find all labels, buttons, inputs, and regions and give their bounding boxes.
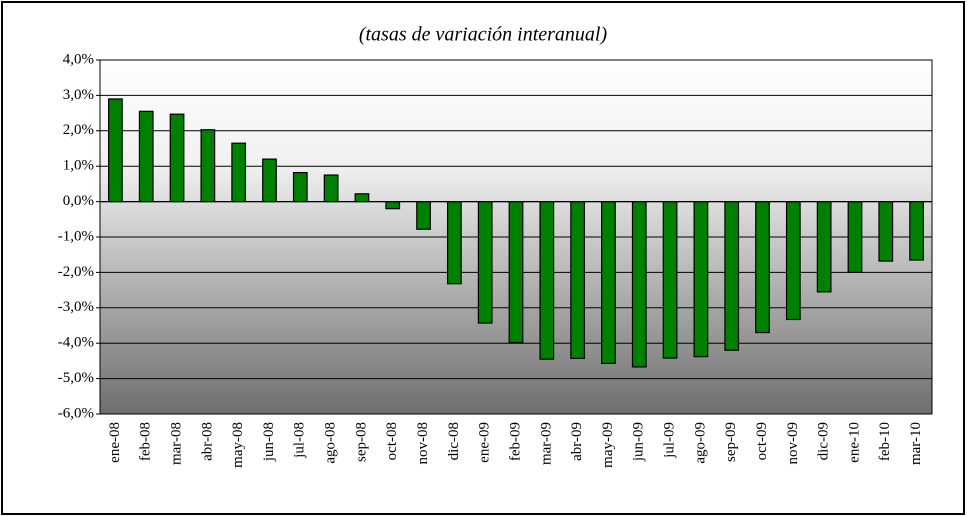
x-tick-label: sep-08 xyxy=(353,422,369,462)
bar xyxy=(354,193,370,203)
bar xyxy=(785,201,801,321)
x-tick-label: dic-08 xyxy=(446,422,462,460)
y-tick-label: -4,0% xyxy=(58,335,94,351)
y-tick-label: 3,0% xyxy=(63,87,94,103)
x-tick-label: nov-09 xyxy=(785,422,801,465)
x-tick-label: feb-08 xyxy=(138,422,154,461)
x-tick-label: may-08 xyxy=(230,422,246,468)
chart-title: (tasas de variación interanual) xyxy=(359,24,608,46)
x-tick-label: mar-09 xyxy=(538,422,554,465)
bar xyxy=(323,174,339,203)
x-tick-label: ago-08 xyxy=(323,422,339,464)
x-tick-label: oct-08 xyxy=(384,422,400,460)
bar xyxy=(878,201,894,262)
x-tick-label: sep-09 xyxy=(723,422,739,462)
x-tick-label: feb-10 xyxy=(877,422,893,461)
x-tick-label: jul-09 xyxy=(662,422,678,459)
x-tick-label: may-09 xyxy=(600,422,616,468)
x-tick-label: nov-08 xyxy=(415,422,431,465)
bar xyxy=(909,201,924,261)
y-tick-label: -3,0% xyxy=(58,299,94,315)
bar xyxy=(508,201,524,344)
bar xyxy=(477,201,493,324)
bar xyxy=(446,201,462,285)
x-tick-label: ago-09 xyxy=(692,422,708,464)
x-tick-label: ene-10 xyxy=(846,422,862,463)
bar xyxy=(231,142,247,203)
x-tick-label: mar-08 xyxy=(168,422,184,465)
bar xyxy=(662,201,678,359)
x-tick-label: oct-09 xyxy=(754,422,770,460)
x-tick-label: abr-09 xyxy=(569,422,585,461)
bar xyxy=(570,201,586,360)
y-tick-label: -5,0% xyxy=(58,370,94,386)
y-tick-label: 0,0% xyxy=(63,193,94,209)
y-tick-label: 2,0% xyxy=(63,122,94,138)
x-tick-label: dic-09 xyxy=(816,422,832,460)
x-tick-label: abr-08 xyxy=(199,422,215,461)
bar xyxy=(200,129,216,203)
x-tick-label: mar-10 xyxy=(908,422,924,465)
bar xyxy=(539,201,555,360)
bar xyxy=(631,201,647,368)
bar xyxy=(847,201,863,274)
bar xyxy=(816,201,832,293)
x-tick-label: jul-08 xyxy=(292,422,308,459)
bar xyxy=(138,110,154,203)
bar xyxy=(262,158,277,203)
y-tick-label: -1,0% xyxy=(58,228,94,244)
bar xyxy=(416,201,431,230)
x-tick-label: ene-08 xyxy=(107,422,123,463)
x-tick-label: feb-09 xyxy=(507,422,523,461)
y-tick-label: -2,0% xyxy=(58,264,94,280)
bar xyxy=(108,98,123,203)
bar xyxy=(601,201,616,364)
x-tick-label: ene-09 xyxy=(477,422,493,463)
bar xyxy=(693,201,709,358)
y-tick-label: 1,0% xyxy=(63,158,94,174)
bar xyxy=(169,113,185,203)
bar xyxy=(385,201,401,210)
x-tick-label: jun-09 xyxy=(631,422,647,462)
bar xyxy=(724,201,740,351)
bar xyxy=(292,171,308,203)
bar xyxy=(755,201,770,334)
x-tick-label: jun-08 xyxy=(261,422,277,462)
y-tick-label: 4,0% xyxy=(63,51,94,67)
y-tick-label: -6,0% xyxy=(58,405,94,421)
